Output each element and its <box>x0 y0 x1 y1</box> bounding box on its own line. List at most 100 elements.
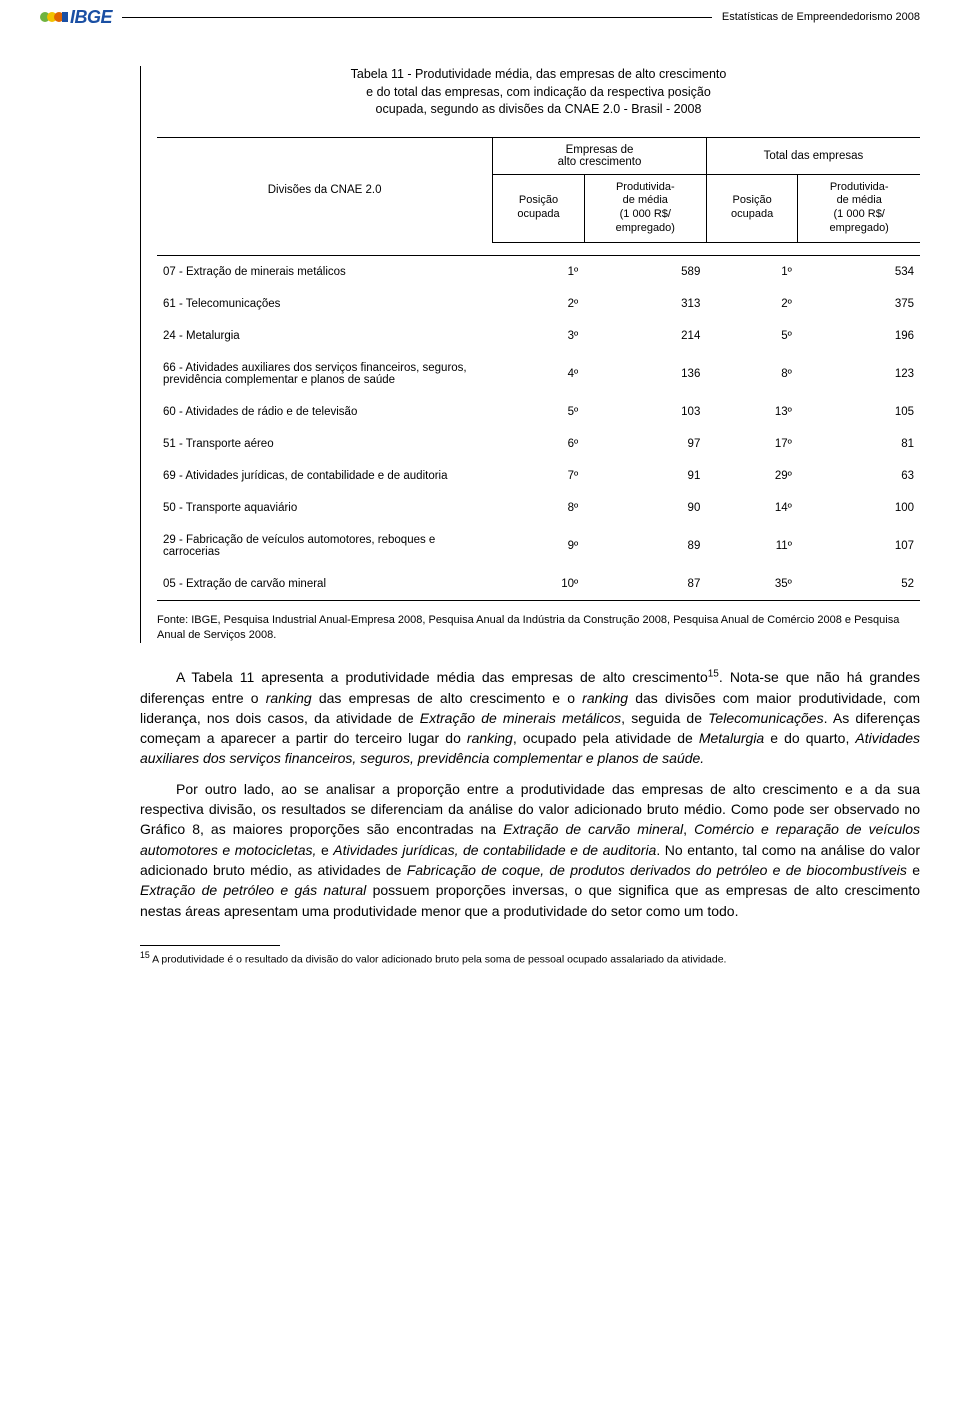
p1-italic: ranking <box>582 690 628 706</box>
row-val2: 100 <box>798 492 920 524</box>
header-rule <box>122 17 712 18</box>
p1-italic: ranking <box>266 690 312 706</box>
col-pos-1: Posição ocupada <box>493 174 585 242</box>
table-row: 66 - Atividades auxiliares dos serviços … <box>157 352 920 396</box>
row-pos2: 11º <box>706 524 798 568</box>
row-val1: 214 <box>584 320 706 352</box>
table-row: 24 - Metalurgia3º2145º196 <box>157 320 920 352</box>
row-label: 51 - Transporte aéreo <box>157 428 493 460</box>
row-val1: 136 <box>584 352 706 396</box>
row-val1: 589 <box>584 255 706 288</box>
row-val2: 81 <box>798 428 920 460</box>
row-pos1: 2º <box>493 288 585 320</box>
row-val2: 123 <box>798 352 920 396</box>
page: IBGE Estatísticas de Empreendedorismo 20… <box>0 0 960 987</box>
p1-text: e do quarto, <box>764 730 855 746</box>
p2-text: , <box>683 821 694 837</box>
footnote-marker: 15 <box>140 950 150 960</box>
row-pos1: 1º <box>493 255 585 288</box>
p2-text: e <box>316 842 333 858</box>
page-header: IBGE Estatísticas de Empreendedorismo 20… <box>40 0 920 30</box>
header-title: Estatísticas de Empreendedorismo 2008 <box>722 11 920 23</box>
group-header-left: Empresas de alto crescimento <box>493 137 707 174</box>
row-val2: 375 <box>798 288 920 320</box>
table-row: 51 - Transporte aéreo6º9717º81 <box>157 428 920 460</box>
row-pos1: 8º <box>493 492 585 524</box>
row-label: 07 - Extração de minerais metálicos <box>157 255 493 288</box>
table-caption: Tabela 11 - Produtividade média, das emp… <box>157 66 920 119</box>
row-val2: 107 <box>798 524 920 568</box>
table-row: 50 - Transporte aquaviário8º9014º100 <box>157 492 920 524</box>
footnote-text: A produtividade é o resultado da divisão… <box>150 953 727 965</box>
caption-line3: ocupada, segundo as divisões da CNAE 2.0… <box>376 102 702 116</box>
row-label: 60 - Atividades de rádio e de televisão <box>157 396 493 428</box>
row-label: 61 - Telecomunicações <box>157 288 493 320</box>
row-pos2: 35º <box>706 568 798 601</box>
body-text: A Tabela 11 apresenta a produtividade mé… <box>140 667 920 921</box>
row-val2: 63 <box>798 460 920 492</box>
table-source: Fonte: IBGE, Pesquisa Industrial Anual-E… <box>157 613 920 644</box>
row-val2: 196 <box>798 320 920 352</box>
caption-line2: e do total das empresas, com indicação d… <box>366 85 711 99</box>
p1-italic: Metalurgia <box>699 730 764 746</box>
row-val1: 313 <box>584 288 706 320</box>
col-pos-2: Posição ocupada <box>706 174 798 242</box>
footnote-rule <box>140 945 280 946</box>
p2-italic: Extração de carvão mineral <box>503 821 683 837</box>
row-val2: 52 <box>798 568 920 601</box>
row-header-label: Divisões da CNAE 2.0 <box>157 137 493 242</box>
row-val1: 97 <box>584 428 706 460</box>
row-val2: 105 <box>798 396 920 428</box>
row-val1: 89 <box>584 524 706 568</box>
row-val1: 87 <box>584 568 706 601</box>
table-row: 61 - Telecomunicações2º3132º375 <box>157 288 920 320</box>
row-label: 50 - Transporte aquaviário <box>157 492 493 524</box>
p1-text: A Tabela 11 apresenta a produtividade mé… <box>176 669 708 685</box>
row-pos2: 2º <box>706 288 798 320</box>
row-pos2: 8º <box>706 352 798 396</box>
ibge-logo-text: IBGE <box>70 7 112 28</box>
row-pos2: 17º <box>706 428 798 460</box>
row-pos2: 5º <box>706 320 798 352</box>
row-pos1: 3º <box>493 320 585 352</box>
col-prod-1: Produtivida- de média (1 000 R$/ emprega… <box>584 174 706 242</box>
data-table: Divisões da CNAE 2.0 Empresas de alto cr… <box>157 137 920 601</box>
table-row: 60 - Atividades de rádio e de televisão5… <box>157 396 920 428</box>
p1-text: , ocupado pela atividade de <box>513 730 699 746</box>
row-pos2: 14º <box>706 492 798 524</box>
p1-italic: Telecomunicações <box>708 710 823 726</box>
row-pos1: 9º <box>493 524 585 568</box>
caption-line1: Tabela 11 - Produtividade média, das emp… <box>351 67 727 81</box>
row-label: 24 - Metalurgia <box>157 320 493 352</box>
ibge-logo-mark <box>40 6 68 28</box>
table-row: 07 - Extração de minerais metálicos1º589… <box>157 255 920 288</box>
col-prod-2: Produtivida- de média (1 000 R$/ emprega… <box>798 174 920 242</box>
row-pos1: 7º <box>493 460 585 492</box>
ibge-logo: IBGE <box>40 6 112 28</box>
p2-text: e <box>907 862 920 878</box>
row-pos2: 1º <box>706 255 798 288</box>
row-val1: 103 <box>584 396 706 428</box>
table-container: Tabela 11 - Produtividade média, das emp… <box>140 66 920 643</box>
row-pos1: 10º <box>493 568 585 601</box>
p2-italic: Atividades jurídicas, de contabilidade e… <box>333 842 656 858</box>
row-label: 29 - Fabricação de veículos automotores,… <box>157 524 493 568</box>
p1-sup: 15 <box>708 669 719 680</box>
table-row: 05 - Extração de carvão mineral10º8735º5… <box>157 568 920 601</box>
group-header-right: Total das empresas <box>706 137 920 174</box>
p1-italic: Extração de minerais metálicos <box>420 710 621 726</box>
row-pos1: 4º <box>493 352 585 396</box>
row-val1: 91 <box>584 460 706 492</box>
p2-italic: Extração de petróleo e gás natural <box>140 882 366 898</box>
p2-italic: Fabricação de coque, de produtos derivad… <box>407 862 907 878</box>
paragraph-1: A Tabela 11 apresenta a produtividade mé… <box>140 667 920 768</box>
row-val2: 534 <box>798 255 920 288</box>
row-pos2: 13º <box>706 396 798 428</box>
p1-text: das empresas de alto crescimento e o <box>312 690 582 706</box>
footnote: 15 A produtividade é o resultado da divi… <box>140 950 920 967</box>
row-pos2: 29º <box>706 460 798 492</box>
row-label: 05 - Extração de carvão mineral <box>157 568 493 601</box>
p1-italic: ranking <box>467 730 513 746</box>
row-val1: 90 <box>584 492 706 524</box>
row-pos1: 6º <box>493 428 585 460</box>
